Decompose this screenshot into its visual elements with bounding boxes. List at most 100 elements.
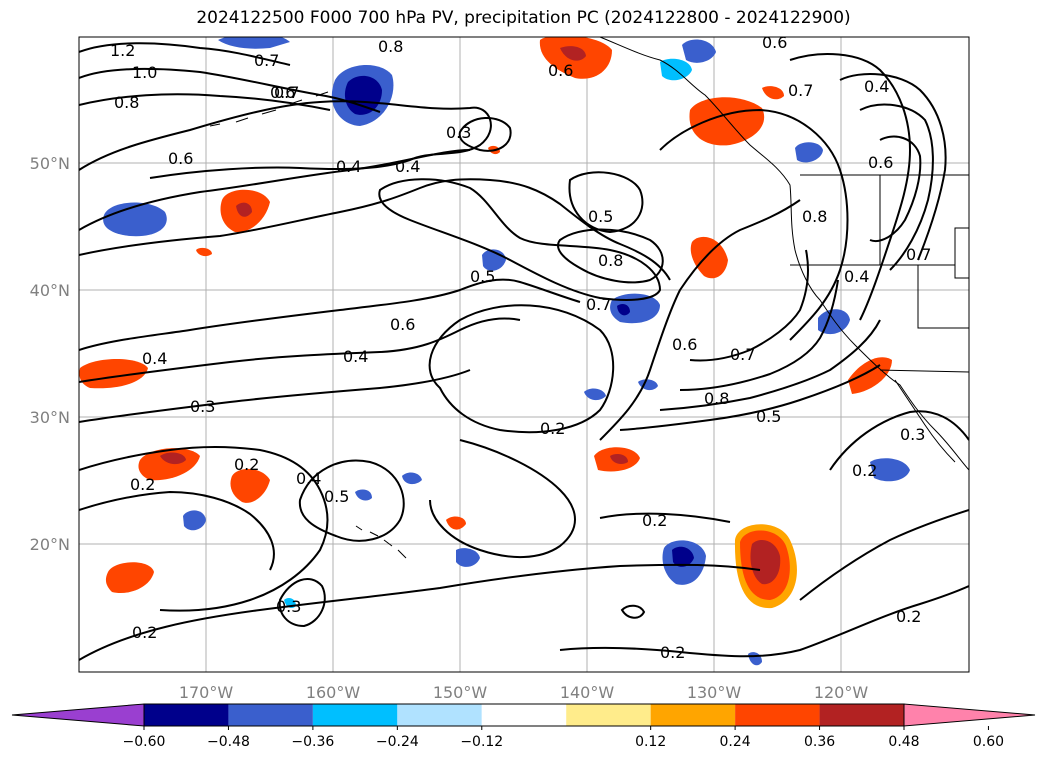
pv-contour: [659, 319, 881, 411]
lat-tick-labels: 50°N 40°N 30°N 20°N: [30, 154, 70, 554]
colorbar-tick-label: −0.48: [207, 734, 250, 750]
pv-contour: [799, 509, 969, 601]
contour-label: 0.6: [672, 335, 697, 354]
pv-contour: [599, 512, 731, 523]
map-content: 1.2 1.0 0.8 0.7 0.7 0.6 0.6 0.4 0.4 0.3 …: [79, 37, 969, 672]
precip-negative-area: [355, 489, 372, 501]
contour-label: 0.4: [395, 157, 420, 176]
contour-label: 0.8: [114, 93, 139, 112]
precip-negative-area: [870, 458, 910, 482]
pv-contour: [79, 369, 471, 423]
contour-label: 0.4: [844, 267, 869, 286]
contour-label: 0.4: [142, 349, 167, 368]
precip-positive-area: [690, 236, 728, 279]
contour-label: 0.6: [548, 61, 573, 80]
contour-label: 0.2: [130, 475, 155, 494]
colorbar: −0.60 −0.48 −0.36 −0.24 −0.12 0.12 0.24 0.36 0.4…: [11, 703, 1036, 750]
pv-contour: [458, 116, 512, 152]
pv-contour: [839, 73, 947, 261]
colorbar-segment: [566, 704, 651, 726]
contour-label: 0.5: [588, 207, 613, 226]
lon-tick-label: 160°W: [306, 683, 361, 702]
lon-tick-label: 140°W: [560, 683, 615, 702]
state-border: [954, 227, 969, 279]
contour-label: 0.2: [234, 455, 259, 474]
colorbar-tick-label: −0.12: [460, 734, 503, 750]
map-border: [78, 36, 970, 673]
pv-contour: [79, 563, 761, 661]
pv-contour: [557, 228, 664, 284]
colorbar-segment: [819, 704, 904, 726]
colorbar-tick-label: 0.48: [888, 734, 919, 750]
pv-contour: [79, 67, 381, 113]
contour-label: 0.7: [254, 51, 279, 70]
contour-label: 1.2: [110, 41, 135, 60]
pv-contour: [79, 317, 521, 383]
contour-label: 0.2: [132, 623, 157, 642]
contour-label: 0.7: [788, 81, 813, 100]
pv-contour: [859, 103, 934, 271]
colorbar-segment: [397, 704, 482, 726]
north-america-coastline: [599, 37, 969, 471]
precip-positive-core: [750, 540, 781, 585]
colorbar-extend-high: [903, 703, 1036, 727]
lat-tick-label: 40°N: [30, 281, 70, 300]
pv-contour: [378, 178, 662, 301]
map-area: [79, 37, 969, 672]
pv-contour: [429, 439, 576, 558]
precip-positive-area: [105, 562, 154, 594]
pv-contour: [689, 249, 809, 362]
contour-label: 0.2: [540, 419, 565, 438]
lat-tick-label: 30°N: [30, 408, 70, 427]
lon-tick-label: 170°W: [179, 683, 234, 702]
pv-contour: [79, 278, 581, 351]
contour-label: 0.6: [868, 153, 893, 172]
pv-contour: [679, 279, 839, 391]
contour-label: 0.3: [900, 425, 925, 444]
precip-negative-core: [672, 546, 694, 567]
pv-contour: [568, 171, 644, 234]
pv-contours: [79, 42, 969, 661]
pv-contour: [79, 42, 291, 66]
contour-label: 0.7: [906, 245, 931, 264]
graticule: [79, 37, 969, 672]
pv-contour: [79, 446, 329, 612]
lat-tick-label: 20°N: [30, 535, 70, 554]
precip-negative-area: [610, 293, 660, 324]
pv-contour: [599, 199, 801, 441]
precip-positive-area: [79, 359, 148, 389]
lon-tick-label: 120°W: [814, 683, 869, 702]
precip-positive-area: [762, 86, 784, 100]
pv-contour: [869, 135, 922, 242]
pv-contour: [620, 604, 646, 619]
precip-negative-area: [456, 548, 480, 567]
lon-tick-labels: 170°W 160°W 150°W 140°W 130°W 120°W: [179, 683, 869, 702]
colorbar-tick-label: 0.24: [720, 734, 751, 750]
precip-negative-area: [402, 472, 422, 485]
map-title: 2024122500 F000 700 hPa PV, precipitatio…: [196, 8, 851, 28]
lon-tick-label: 150°W: [433, 683, 488, 702]
lon-tick-label: 130°W: [687, 683, 742, 702]
colorbar-segment: [650, 704, 736, 726]
contour-label: 0.7: [730, 345, 755, 364]
contour-label: 0.8: [378, 37, 403, 56]
contour-label: 0.2: [660, 643, 685, 662]
precip-negative-area: [183, 510, 206, 531]
contour-label: 0.5: [756, 407, 781, 426]
precip-positive-area: [138, 448, 200, 481]
precip-positive-core: [560, 46, 586, 61]
colorbar-segment: [144, 704, 229, 726]
precip-positive-area: [230, 468, 270, 503]
pv-contour: [829, 410, 969, 471]
hawaii-islands: [355, 525, 407, 559]
contour-label: 0.3: [276, 597, 301, 616]
pv-contour: [79, 149, 471, 231]
contour-label: 0.6: [390, 315, 415, 334]
contour-label: 0.4: [343, 347, 368, 366]
pv-contour: [559, 585, 969, 658]
colorbar-segment: [228, 704, 313, 726]
contour-labels: 1.2 1.0 0.8 0.7 0.7 0.6 0.6 0.4 0.4 0.3 …: [110, 37, 931, 662]
pv-contour: [79, 490, 275, 571]
contour-label: 0.4: [336, 157, 361, 176]
